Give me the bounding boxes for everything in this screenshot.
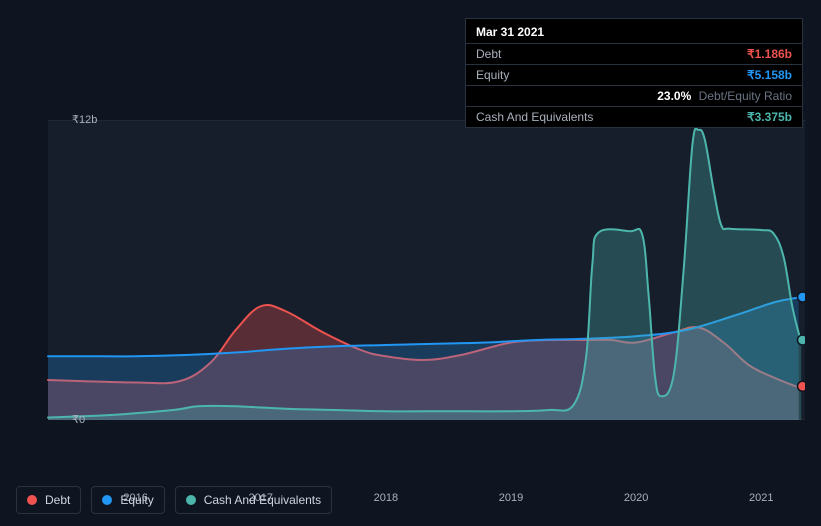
legend-label: Cash And Equivalents [204,493,321,507]
tooltip-date: Mar 31 2021 [466,19,802,44]
legend-item-equity[interactable]: Equity [91,486,164,514]
tooltip-label-debt: Debt [476,47,501,61]
tooltip-row-cash: Cash And Equivalents ₹3.375b [466,107,802,127]
tooltip-row-ratio: 23.0% Debt/Equity Ratio [466,86,802,107]
legend-dot-icon [102,495,112,505]
legend-label: Equity [120,493,153,507]
chart-svg [16,120,805,420]
tooltip-value-debt: ₹1.186b [747,47,792,61]
tooltip-ratio-value: 23.0% [657,89,691,103]
x-tick-label: 2020 [624,492,648,504]
tooltip-row-equity: Equity ₹5.158b [466,65,802,86]
x-tick-label: 2021 [749,492,773,504]
chart-tooltip: Mar 31 2021 Debt ₹1.186b Equity ₹5.158b … [465,18,803,128]
legend-item-cash-and-equivalents[interactable]: Cash And Equivalents [175,486,332,514]
tooltip-value-equity: ₹5.158b [747,68,792,82]
legend-dot-icon [27,495,37,505]
chart-legend: Debt Equity Cash And Equivalents [16,486,332,514]
tooltip-value-cash: ₹3.375b [747,110,792,124]
chart-area[interactable]: ₹12b₹0 201620172018201920202021 [16,120,805,470]
tooltip-ratio: 23.0% Debt/Equity Ratio [657,89,792,103]
x-tick-label: 2019 [499,492,523,504]
legend-dot-icon [186,495,196,505]
legend-label: Debt [45,493,70,507]
tooltip-label-cash: Cash And Equivalents [476,110,593,124]
x-tick-label: 2018 [374,492,398,504]
tooltip-ratio-label: Debt/Equity Ratio [699,89,792,103]
tooltip-row-debt: Debt ₹1.186b [466,44,802,65]
tooltip-label-equity: Equity [476,68,509,82]
legend-item-debt[interactable]: Debt [16,486,81,514]
